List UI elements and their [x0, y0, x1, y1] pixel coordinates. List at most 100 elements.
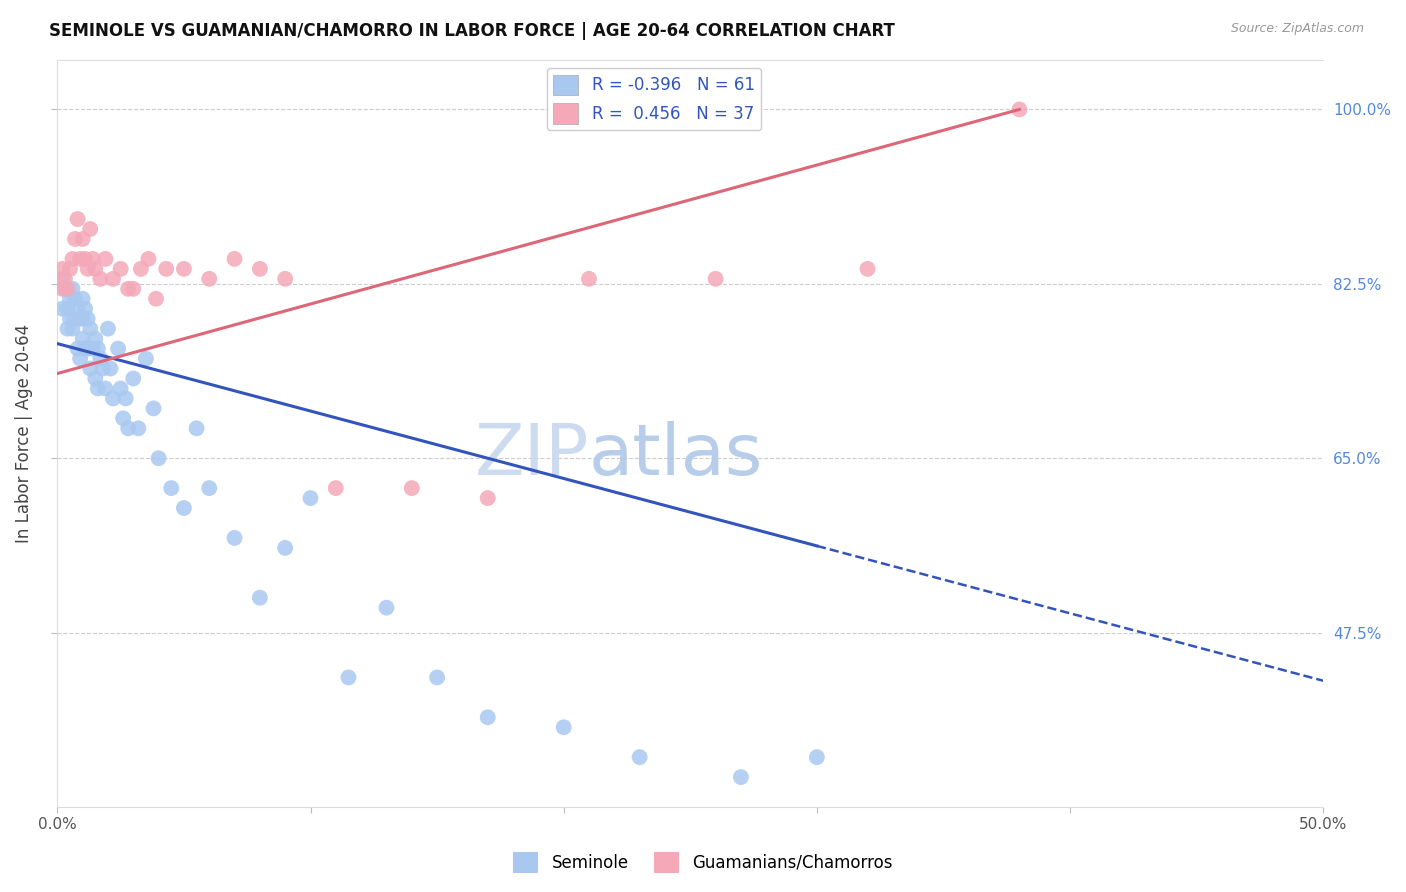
Point: [76, 261, 98, 276]
Text: atlas: atlas: [589, 421, 763, 491]
Point: [224, 531, 246, 545]
Point: [160, 481, 183, 495]
Point: [114, 392, 136, 406]
Point: [97, 321, 120, 335]
Point: [578, 272, 600, 286]
Point: [72, 311, 94, 326]
Point: [56, 282, 79, 296]
Point: [477, 491, 499, 505]
Point: [66, 301, 89, 316]
Point: [112, 411, 135, 425]
Point: [94, 381, 117, 395]
Point: [337, 670, 360, 684]
Point: [94, 252, 117, 266]
Point: [117, 282, 139, 296]
Point: [59, 311, 82, 326]
Point: [127, 421, 149, 435]
Point: [63, 232, 86, 246]
Point: [72, 292, 94, 306]
Point: [704, 272, 727, 286]
Point: [110, 381, 132, 395]
Point: [84, 261, 107, 276]
Point: [62, 282, 84, 296]
Point: [628, 750, 651, 764]
Point: [198, 272, 221, 286]
Point: [101, 272, 124, 286]
Point: [135, 351, 157, 366]
Point: [138, 252, 160, 266]
Point: [72, 332, 94, 346]
Text: SEMINOLE VS GUAMANIAN/CHAMORRO IN LABOR FORCE | AGE 20-64 CORRELATION CHART: SEMINOLE VS GUAMANIAN/CHAMORRO IN LABOR …: [49, 22, 896, 40]
Point: [856, 261, 879, 276]
Point: [62, 252, 84, 266]
Point: [59, 261, 82, 276]
Point: [56, 321, 79, 335]
Point: [100, 361, 122, 376]
Point: [1008, 103, 1031, 117]
Point: [51, 282, 73, 296]
Point: [82, 342, 104, 356]
Point: [89, 272, 111, 286]
Point: [87, 381, 110, 395]
Point: [477, 710, 499, 724]
Point: [117, 421, 139, 435]
Point: [72, 232, 94, 246]
Point: [56, 301, 79, 316]
Point: [79, 361, 101, 376]
Point: [274, 541, 297, 555]
Point: [249, 591, 271, 605]
Point: [186, 421, 208, 435]
Point: [129, 261, 152, 276]
Point: [198, 481, 221, 495]
Legend: Seminole, Guamanians/Chamorros: Seminole, Guamanians/Chamorros: [506, 846, 900, 880]
Point: [79, 222, 101, 236]
Point: [730, 770, 752, 784]
Point: [101, 392, 124, 406]
Point: [66, 342, 89, 356]
Point: [110, 261, 132, 276]
Text: ZIP: ZIP: [474, 421, 589, 491]
Point: [53, 272, 76, 286]
Point: [91, 361, 114, 376]
Point: [66, 212, 89, 227]
Text: Source: ZipAtlas.com: Source: ZipAtlas.com: [1230, 22, 1364, 36]
Point: [51, 261, 73, 276]
Point: [274, 272, 297, 286]
Point: [173, 261, 195, 276]
Point: [69, 311, 91, 326]
Point: [87, 342, 110, 356]
Point: [155, 261, 177, 276]
Point: [553, 720, 575, 734]
Point: [249, 261, 271, 276]
Point: [122, 371, 145, 385]
Point: [325, 481, 347, 495]
Point: [84, 371, 107, 385]
Point: [142, 401, 165, 416]
Point: [59, 292, 82, 306]
Point: [426, 670, 449, 684]
Point: [89, 351, 111, 366]
Y-axis label: In Labor Force | Age 20-64: In Labor Force | Age 20-64: [15, 324, 32, 543]
Point: [53, 282, 76, 296]
Point: [401, 481, 423, 495]
Point: [84, 332, 107, 346]
Point: [82, 252, 104, 266]
Point: [63, 311, 86, 326]
Point: [107, 342, 129, 356]
Point: [173, 501, 195, 516]
Point: [75, 301, 97, 316]
Point: [79, 321, 101, 335]
Point: [63, 292, 86, 306]
Point: [51, 301, 73, 316]
Point: [148, 451, 170, 466]
Point: [75, 342, 97, 356]
Point: [75, 252, 97, 266]
Point: [76, 311, 98, 326]
Point: [69, 351, 91, 366]
Point: [224, 252, 246, 266]
Point: [299, 491, 322, 505]
Point: [62, 321, 84, 335]
Point: [51, 272, 73, 286]
Point: [122, 282, 145, 296]
Point: [69, 252, 91, 266]
